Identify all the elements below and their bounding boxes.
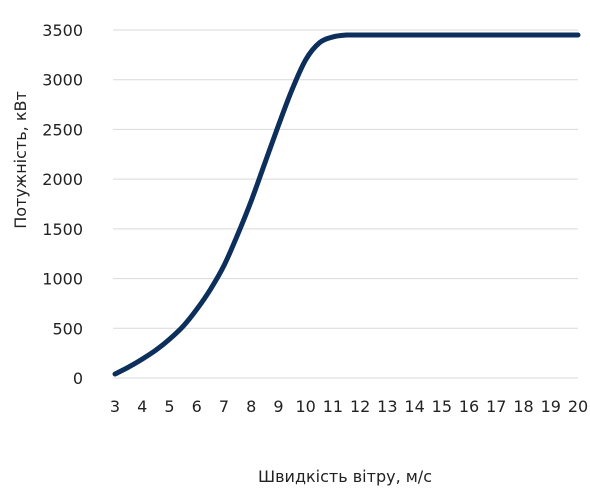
x-tick-labels: 3 4 5 6 7 8 9 10 11 12 13 14 15 16 17 18 19 20	[110, 397, 588, 416]
y-tick-label: 2500	[42, 120, 83, 139]
x-tick-label: 13	[377, 397, 397, 416]
y-tick-label: 0	[73, 369, 83, 388]
x-tick-label: 5	[164, 397, 174, 416]
x-tick-label: 15	[432, 397, 452, 416]
x-tick-label: 9	[273, 397, 283, 416]
x-tick-label: 3	[110, 397, 120, 416]
x-tick-label: 11	[323, 397, 343, 416]
x-axis-title: Швидкість вітру, м/с	[258, 467, 432, 486]
grid-lines	[113, 29, 578, 379]
power-curve-line	[112, 32, 581, 377]
x-tick-label: 7	[219, 397, 229, 416]
x-tick-label: 19	[541, 397, 561, 416]
x-tick-label: 6	[192, 397, 202, 416]
y-axis-title: Потужність, кВт	[11, 91, 30, 229]
y-tick-label: 500	[52, 319, 83, 338]
x-tick-label: 14	[404, 397, 424, 416]
y-tick-label: 3500	[42, 21, 83, 40]
x-tick-label: 16	[459, 397, 479, 416]
x-tick-label: 18	[513, 397, 533, 416]
y-tick-label: 2000	[42, 170, 83, 189]
series-group	[112, 32, 581, 377]
y-tick-label: 3000	[42, 71, 83, 90]
x-tick-label: 12	[350, 397, 370, 416]
y-tick-labels: 0 500 1000 1500 2000 2500 3000 3500	[42, 21, 83, 388]
x-tick-label: 10	[295, 397, 315, 416]
x-tick-label: 17	[486, 397, 506, 416]
y-tick-label: 1000	[42, 270, 83, 289]
x-tick-label: 8	[246, 397, 256, 416]
y-tick-label: 1500	[42, 220, 83, 239]
x-tick-label: 4	[137, 397, 147, 416]
x-tick-label: 20	[568, 397, 588, 416]
